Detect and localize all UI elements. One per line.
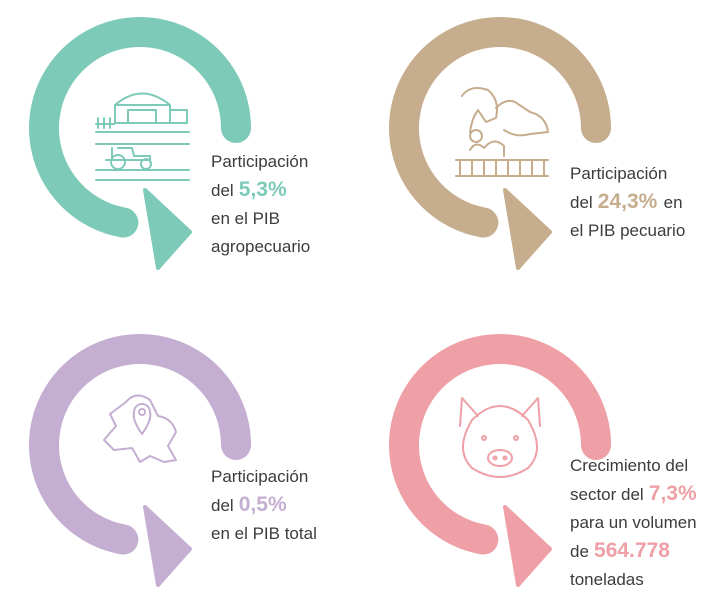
card-text: Participación del 24,3% en el PIB pecuario xyxy=(570,160,685,245)
arrow-head xyxy=(143,188,192,270)
text: Crecimiento del xyxy=(570,456,689,475)
text-line: en el PIB total xyxy=(211,520,317,548)
text-line: para un volumen xyxy=(570,509,697,537)
text: Participación xyxy=(211,152,309,171)
farm-icon xyxy=(95,92,190,181)
text-line: del 5,3% xyxy=(211,176,310,205)
livestock-icon xyxy=(455,87,549,177)
text: Participación xyxy=(570,164,668,183)
text: agropecuario xyxy=(211,237,311,256)
text-line: Crecimiento del xyxy=(570,452,697,480)
text-line: el PIB pecuario xyxy=(570,217,685,245)
map-icon xyxy=(103,394,177,463)
text-line: agropecuario xyxy=(211,233,310,261)
highlight-value: 24,3% xyxy=(597,190,658,213)
arrow-head xyxy=(503,188,552,270)
ring xyxy=(389,334,611,555)
text: en el PIB xyxy=(211,209,280,228)
highlight-value: 7,3% xyxy=(648,482,697,505)
text-line: del 24,3% en xyxy=(570,188,685,217)
text-line: Participación xyxy=(211,148,310,176)
text: en el PIB total xyxy=(211,524,317,543)
text: el PIB pecuario xyxy=(570,221,686,240)
highlight-value: 0,5% xyxy=(238,493,287,516)
ring xyxy=(389,17,611,238)
card-text: Crecimiento del sector del 7,3% para un vol… xyxy=(570,452,697,594)
card-text: Participación del 0,5% en el PIB total xyxy=(211,463,317,548)
arrow-head xyxy=(143,505,192,587)
text-line: en el PIB xyxy=(211,205,310,233)
highlight-value: 564.778 xyxy=(594,539,670,562)
text: de xyxy=(570,542,589,561)
text: del xyxy=(211,181,234,200)
ring xyxy=(29,334,251,555)
text: en xyxy=(663,193,683,212)
text: del xyxy=(570,193,593,212)
arrow-head xyxy=(503,505,552,587)
highlight-value: 5,3% xyxy=(238,178,287,201)
text: para un volumen xyxy=(570,513,697,532)
card-text: Participación del 5,3% en el PIB agropecuari… xyxy=(211,148,310,261)
text-line: del 0,5% xyxy=(211,491,317,520)
text: toneladas xyxy=(570,570,644,589)
text-line: sector del 7,3% xyxy=(570,480,697,509)
text: del xyxy=(211,496,234,515)
text-line: Participación xyxy=(211,463,317,491)
text-line: de 564.778 xyxy=(570,537,697,566)
ring xyxy=(29,17,251,238)
text: sector del xyxy=(570,485,644,504)
text-line: toneladas xyxy=(570,566,697,594)
pig-icon xyxy=(459,397,541,478)
text-line: Participación xyxy=(570,160,685,188)
text: Participación xyxy=(211,467,309,486)
